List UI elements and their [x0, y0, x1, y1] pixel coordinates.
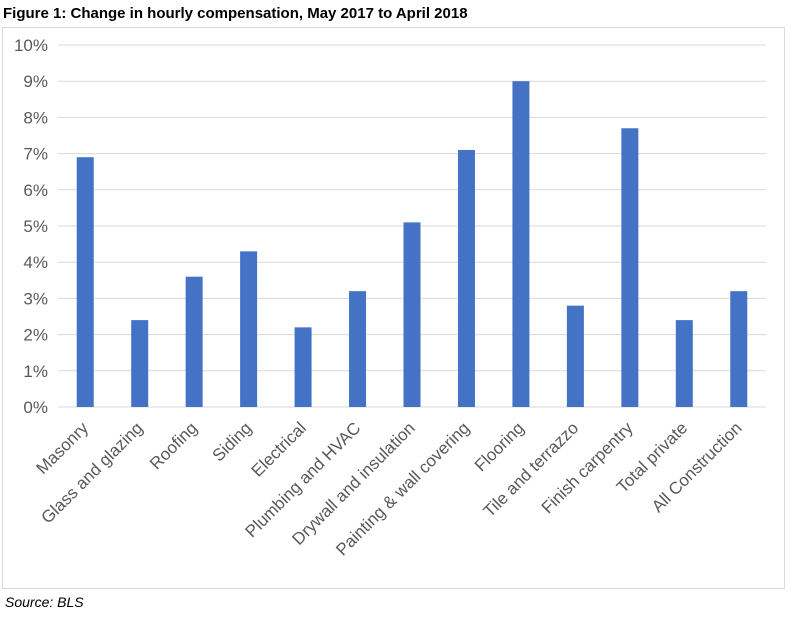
chart-frame	[2, 27, 785, 589]
bar	[512, 81, 530, 407]
bar	[675, 320, 693, 407]
y-tick-label: 0%	[23, 398, 48, 417]
y-axis-ticks: 0% 1% 2% 3% 4% 5% 6% 7% 8% 9% 10%	[14, 36, 48, 417]
bar	[131, 320, 149, 407]
x-tick-label: Siding	[209, 418, 256, 465]
x-tick-label: Tile and terrazzo	[480, 418, 583, 521]
y-tick-label: 5%	[23, 217, 48, 236]
bar	[730, 291, 748, 407]
x-tick-label: Glass and glazing	[38, 418, 147, 527]
y-tick-label: 1%	[23, 362, 48, 381]
y-tick-label: 6%	[23, 181, 48, 200]
bar	[621, 128, 639, 407]
y-tick-label: 8%	[23, 108, 48, 127]
y-tick-label: 7%	[23, 145, 48, 164]
bars	[76, 81, 748, 408]
bar	[403, 222, 421, 407]
y-tick-label: 10%	[14, 36, 48, 55]
x-tick-label: Roofing	[146, 418, 201, 473]
bar	[76, 157, 94, 407]
y-tick-label: 3%	[23, 289, 48, 308]
y-tick-label: 2%	[23, 326, 48, 345]
bar	[349, 291, 367, 407]
y-tick-label: 4%	[23, 253, 48, 272]
bar	[240, 251, 258, 407]
bar	[566, 305, 584, 407]
bar	[294, 327, 312, 407]
figure-title: Figure 1: Change in hourly compensation,…	[3, 5, 468, 22]
source-note: Source: BLS	[5, 594, 84, 610]
y-tick-label: 9%	[23, 72, 48, 91]
bar	[457, 149, 475, 408]
x-tick-label: Finish carpentry	[538, 418, 637, 517]
bar	[185, 276, 203, 407]
